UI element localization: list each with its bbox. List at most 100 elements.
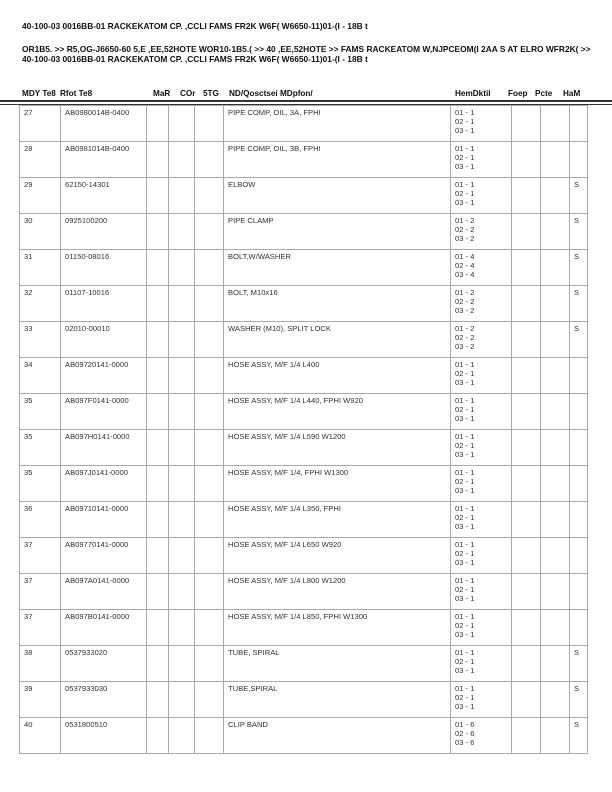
description: HOSE ASSY, M/F 1/4 L400 [223,357,451,394]
stg-cell [194,429,224,466]
description: HOSE ASSY, M/F 1/4 L590 W1200 [223,429,451,466]
item-number: 37 [19,573,61,610]
quantity: 01 - 1 02 - 1 03 - 1 [450,609,512,646]
ham-cell [569,501,588,538]
table-row: 35 AB097F0141-0000 HOSE ASSY, M/F 1/4 L440… [19,393,588,430]
column-header: 5TG [203,89,219,98]
item-number: 28 [19,141,61,178]
cor-cell [168,681,195,718]
cor-cell [168,645,195,682]
quantity: 01 - 1 02 - 1 03 - 1 [450,141,512,178]
description: TUBE, SPIRAL [223,645,451,682]
ham-cell [569,105,588,142]
description: PIPE COMP, OIL, 3A, FPHI [223,105,451,142]
quantity: 01 - 1 02 - 1 03 - 1 [450,429,512,466]
mar-cell [146,105,169,142]
cor-cell [168,717,195,754]
item-number: 27 [19,105,61,142]
pcte-cell [540,393,570,430]
mar-cell [146,537,169,574]
column-header: HemDktil [455,89,491,98]
table-row: 37 AB09770141-0000 HOSE ASSY, M/F 1/4 L650… [19,537,588,574]
description: PIPE COMP, OIL, 3B, FPHI [223,141,451,178]
item-number: 34 [19,357,61,394]
table-row: 27 AB0980014B-0400 PIPE COMP, OIL, 3A, FPH… [19,105,588,142]
mar-cell [146,393,169,430]
cor-cell [168,321,195,358]
mar-cell [146,357,169,394]
pcte-cell [540,465,570,502]
stg-cell [194,501,224,538]
part-number: 62150-14301 [60,177,147,214]
pcte-cell [540,141,570,178]
part-number: 01150-08016 [60,249,147,286]
quantity: 01 - 2 02 - 2 03 - 2 [450,285,512,322]
column-header: Foep [508,89,528,98]
pcte-cell [540,609,570,646]
item-number: 30 [19,213,61,250]
ham-cell: S [569,321,588,358]
table-row: 31 01150-08016 BOLT,W/WASHER 01 - 4 02 - 4 … [19,249,588,286]
description: HOSE ASSY, M/F 1/4 L800 W1200 [223,573,451,610]
pcte-cell [540,357,570,394]
pcte-cell [540,285,570,322]
item-number: 40 [19,717,61,754]
pcte-cell [540,177,570,214]
ham-cell: S [569,177,588,214]
table-row: 39 0537933030 TUBE,SPIRAL 01 - 1 02 - 1 03 … [19,681,588,718]
item-number: 35 [19,465,61,502]
pcte-cell [540,429,570,466]
part-number: 0925100200 [60,213,147,250]
column-header: ND/Qosctsei MDpfon/ [229,89,313,98]
column-header: MaR [153,89,171,98]
foep-cell [511,501,541,538]
foep-cell [511,177,541,214]
parts-table: 27 AB0980014B-0400 PIPE COMP, OIL, 3A, FPH… [19,105,588,754]
foep-cell [511,141,541,178]
quantity: 01 - 1 02 - 1 03 - 1 [450,105,512,142]
quantity: 01 - 4 02 - 4 03 - 4 [450,249,512,286]
part-number: AB09710141-0000 [60,501,147,538]
pcte-cell [540,645,570,682]
table-row: 40 0531800510 CLIP BAND 01 - 6 02 - 6 03 - … [19,717,588,754]
ham-cell [569,465,588,502]
ham-cell [569,537,588,574]
foep-cell [511,285,541,322]
stg-cell [194,141,224,178]
stg-cell [194,105,224,142]
column-header: COr [180,89,196,98]
ham-cell: S [569,285,588,322]
foep-cell [511,573,541,610]
ham-cell: S [569,717,588,754]
ham-cell: S [569,213,588,250]
ham-cell [569,393,588,430]
quantity: 01 - 1 02 - 1 03 - 1 [450,177,512,214]
item-number: 31 [19,249,61,286]
table-row: 30 0925100200 PIPE CLAMP 01 - 2 02 - 2 03 -… [19,213,588,250]
foep-cell [511,357,541,394]
item-number: 37 [19,537,61,574]
cor-cell [168,393,195,430]
foep-cell [511,249,541,286]
part-number: 0537933020 [60,645,147,682]
part-number: 0531800510 [60,717,147,754]
cor-cell [168,537,195,574]
mar-cell [146,141,169,178]
quantity: 01 - 1 02 - 1 03 - 1 [450,501,512,538]
mar-cell [146,213,169,250]
pcte-cell [540,573,570,610]
quantity: 01 - 6 02 - 6 03 - 6 [450,717,512,754]
quantity: 01 - 2 02 - 2 03 - 2 [450,213,512,250]
item-number: 38 [19,645,61,682]
mar-cell [146,501,169,538]
foep-cell [511,465,541,502]
foep-cell [511,537,541,574]
mar-cell [146,573,169,610]
mar-cell [146,465,169,502]
table-row: 37 AB097A0141-0000 HOSE ASSY, M/F 1/4 L800… [19,573,588,610]
description: BOLT, M10x16 [223,285,451,322]
foep-cell [511,393,541,430]
column-header: HaM [563,89,581,98]
stg-cell [194,321,224,358]
description: WASHER (M10), SPLIT LOCK [223,321,451,358]
